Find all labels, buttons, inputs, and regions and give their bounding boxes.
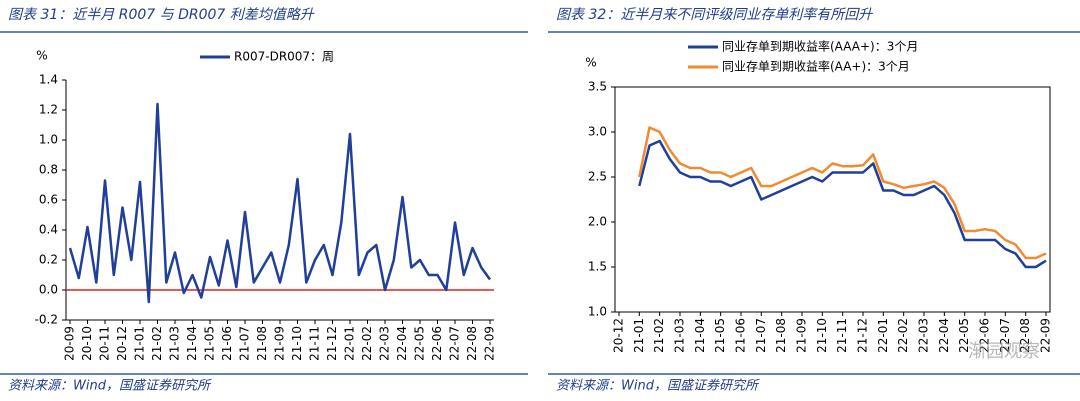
x-tick-label: 22-06 [978,318,992,353]
x-tick-label: 22-08 [465,326,479,361]
y-tick-label: 2.0 [588,215,607,229]
series-line [638,139,1047,269]
y-tick-label: 1.5 [588,260,607,274]
x-tick-label: 22-01 [343,326,357,361]
legend-label: 同业存单到期收益率(AAA+)：3个月 [722,39,918,54]
legend-label: R007-DR007：周 [234,50,334,64]
x-tick-label: 22-07 [998,318,1012,353]
x-tick-label: 21-07 [238,326,252,361]
x-tick-label: 20-12 [115,326,129,361]
x-tick-label: 21-10 [815,318,829,353]
x-tick-label: 21-05 [203,326,217,361]
x-tick-label: 21-11 [308,326,322,361]
x-tick-label: 21-02 [150,326,164,361]
x-tick-label: 22-05 [413,326,427,361]
y-tick-label: 2.5 [588,170,607,184]
series-line [68,102,492,304]
x-tick-label: 22-07 [448,326,462,361]
x-tick-label: 21-04 [185,326,199,361]
x-tick-label: 21-12 [325,326,339,361]
x-tick-label: 21-03 [168,326,182,361]
y-tick-label: 0.6 [39,193,58,207]
y-axis-label: % [36,49,47,63]
x-tick-label: 22-04 [395,326,409,361]
series-line [638,126,1047,260]
x-tick-label: 21-08 [774,318,788,353]
source: 资料来源：Wind，国盛证券研究所 [556,378,760,394]
y-tick-label: 1.0 [39,133,58,147]
x-tick-label: 22-03 [378,326,392,361]
x-tick-label: 22-02 [360,326,374,361]
x-tick-label: 20-12 [612,318,626,353]
x-tick-label: 21-01 [632,318,646,353]
source: 资料来源：Wind，国盛证券研究所 [8,378,212,394]
chart-title: 图表 31：近半月 R007 与 DR007 利差均值略升 [8,7,315,23]
y-tick-label: 1.4 [39,73,58,87]
plot-frame [614,86,1051,313]
x-tick-label: 22-01 [876,318,890,353]
x-tick-label: 21-01 [133,326,147,361]
y-tick-label: 0.2 [39,253,58,267]
y-axis-label: % [585,56,596,70]
x-tick-label: 22-08 [1018,318,1032,353]
y-tick-label: 0.0 [39,283,58,297]
x-tick-label: 21-11 [835,318,849,353]
x-tick-label: 21-02 [652,318,666,353]
x-tick-label: 21-12 [856,318,870,353]
y-tick-label: 3.0 [588,125,607,139]
x-tick-label: 21-09 [795,318,809,353]
x-tick-label: 21-06 [220,326,234,361]
x-tick-label: 21-08 [255,326,269,361]
legend-label: 同业存单到期收益率(AA+)：3个月 [722,59,910,74]
x-tick-label: 22-06 [430,326,444,361]
y-tick-label: 3.5 [588,80,607,94]
x-tick-label: 21-04 [693,318,707,353]
x-tick-label: 21-09 [273,326,287,361]
watermark: 渐园观察 [968,341,1040,362]
x-tick-label: 22-03 [917,318,931,353]
x-tick-label: 22-04 [937,318,951,353]
x-tick-label: 22-02 [896,318,910,353]
y-tick-label: -0.2 [35,313,58,327]
y-tick-label: 1.0 [588,305,607,319]
x-tick-label: 20-09 [63,326,77,361]
y-tick-label: 0.8 [39,163,58,177]
x-tick-label: 21-10 [290,326,304,361]
x-tick-label: 21-03 [673,318,687,353]
y-tick-label: 1.2 [39,103,58,117]
x-tick-label: 21-07 [754,318,768,353]
chart-title: 图表 32：近半月来不同评级同业存单利率有所回升 [556,7,873,23]
x-tick-label: 22-05 [957,318,971,353]
x-tick-label: 21-06 [734,318,748,353]
x-tick-label: 20-10 [80,326,94,361]
y-tick-label: 0.4 [39,223,58,237]
x-tick-label: 22-09 [483,326,497,361]
x-tick-label: 22-09 [1039,318,1053,353]
x-tick-label: 21-05 [713,318,727,353]
x-tick-label: 20-11 [98,326,112,361]
